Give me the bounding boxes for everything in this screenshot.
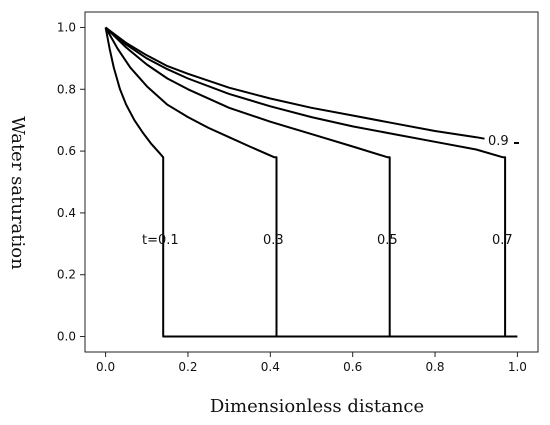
y-tick-label: 0.8	[57, 82, 76, 96]
y-axis-title: Water saturation	[7, 116, 28, 270]
y-tick-label: 0.0	[57, 330, 76, 344]
saturation-curve-2	[104, 26, 391, 337]
curve-label-t01: t=0.1	[142, 233, 179, 248]
y-tick-label: 0.6	[57, 144, 76, 158]
y-tick-label: 0.4	[57, 206, 76, 220]
curve-label-t07: 0.7	[492, 233, 513, 248]
curve-label-t09: 0.9	[488, 134, 509, 149]
curve-label-t03: 0.3	[263, 233, 284, 248]
curves	[104, 26, 518, 338]
x-tick-label: 0.0	[96, 360, 115, 374]
x-tick-label: 0.4	[261, 360, 280, 374]
saturation-curve-0	[104, 27, 518, 338]
y-axis: 0.0 0.2 0.4 0.6 0.8 1.0	[57, 20, 85, 344]
saturation-curve-4	[105, 26, 485, 140]
curve-label-t05: 0.5	[377, 233, 398, 248]
plot-frame	[84, 11, 539, 353]
x-tick-label: 0.2	[178, 360, 197, 374]
saturation-curve-3	[104, 26, 507, 337]
y-tick-label: 1.0	[57, 20, 76, 34]
saturation-curve-1	[104, 27, 278, 337]
x-tick-label: 0.8	[425, 360, 444, 374]
x-axis: 0.0 0.2 0.4 0.6 0.8 1.0	[96, 352, 527, 374]
x-tick-label: 1.0	[508, 360, 527, 374]
x-axis-title: Dimensionless distance	[210, 396, 424, 417]
x-tick-label: 0.6	[343, 360, 362, 374]
y-tick-label: 0.2	[57, 268, 76, 282]
